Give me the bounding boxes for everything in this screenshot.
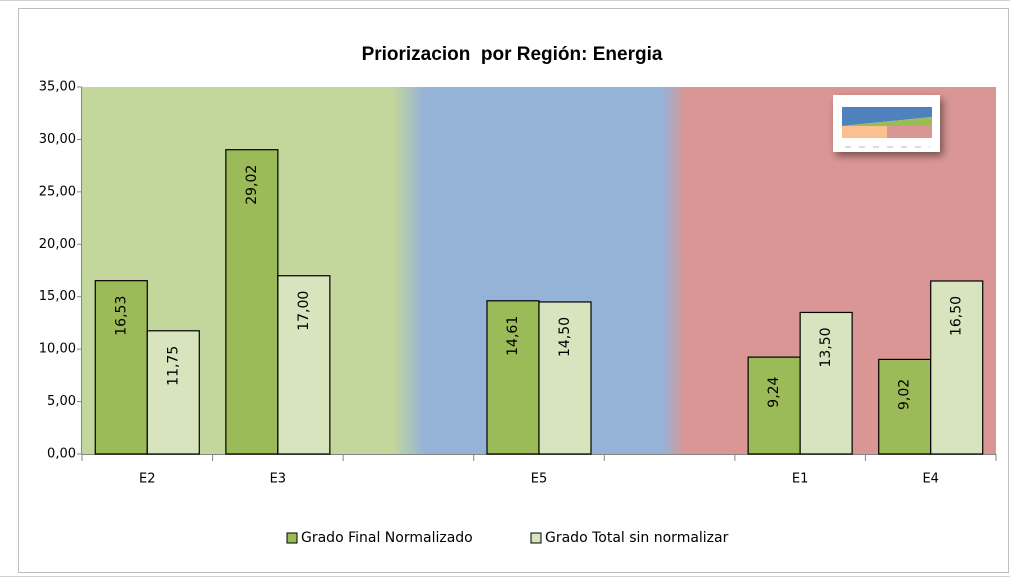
value-label: 13,50 [818,327,834,367]
chart: Priorizacion por Región: Energia 0,00 5,0… [0,0,1010,579]
x-tick-label: E2 [139,472,156,487]
y-tick-label: 25,00 [39,184,76,199]
value-label: 29,02 [244,165,260,205]
legend-label: Grado Final Normalizado [301,530,473,546]
legend-swatch [287,533,297,543]
value-label: 14,61 [505,316,521,356]
legend-label: Grado Total sin normalizar [545,530,729,546]
value-label: 11,75 [165,346,181,386]
y-tick-label: 0,00 [47,447,76,462]
legend-swatch [531,533,541,543]
x-tick-label: E4 [922,472,939,487]
y-tick-label: 30,00 [39,132,76,147]
page: {"chart_data": {"type": "bar", "title": … [0,0,1010,579]
value-label: 9,02 [897,379,913,410]
y-tick-label: 10,00 [39,342,76,357]
value-label: 16,53 [113,296,129,336]
y-tick-label: 35,00 [39,80,76,95]
chart-title: Priorizacion por Región: Energia [362,44,663,65]
value-label: 17,00 [296,291,312,331]
y-tick-label: 5,00 [47,394,76,409]
value-label: 9,24 [766,376,782,407]
y-tick-label: 15,00 [39,289,76,304]
value-label: 16,50 [949,296,965,336]
x-tick-label: E1 [792,472,809,487]
x-tick-label: E5 [531,472,548,487]
inset-thumbnail [833,95,940,152]
y-tick-label: 20,00 [39,237,76,252]
value-label: 14,50 [557,317,573,357]
x-tick-label: E3 [270,472,287,487]
